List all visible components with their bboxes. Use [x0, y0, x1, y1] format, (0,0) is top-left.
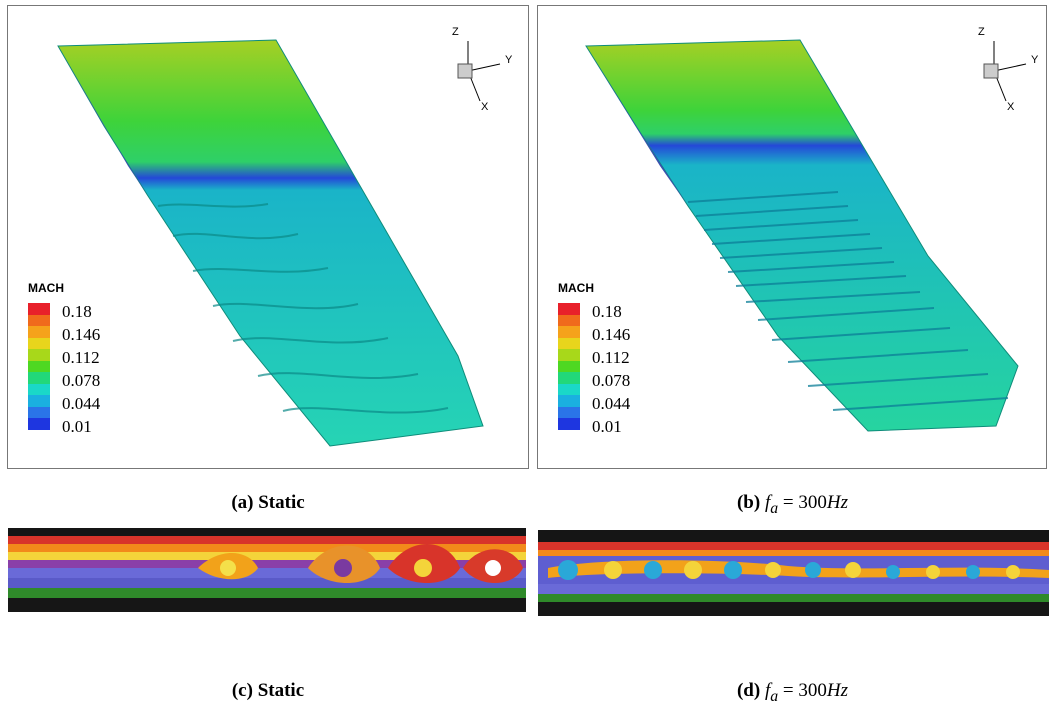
legend-swatch [28, 395, 50, 407]
legend-title: MACH [28, 281, 64, 295]
legend-swatch [558, 326, 580, 338]
panel-a-vortex-texture [157, 203, 449, 414]
caption-d-unit: Hz [826, 680, 849, 701]
legend-swatch [28, 314, 50, 327]
legend-swatch [28, 303, 50, 315]
panel-d-vortex-shapes [548, 560, 1049, 580]
caption-d-var: f [764, 680, 771, 701]
caption-a: (a) Static [0, 492, 536, 514]
legend-swatch [28, 383, 50, 396]
legend-swatch [28, 372, 50, 384]
legend-swatch [28, 406, 50, 419]
legend-swatch [558, 360, 580, 373]
legend-swatch [558, 349, 580, 361]
legend-label: 0.078 [62, 371, 101, 390]
axis-x-label: X [1007, 101, 1015, 113]
legend-label: 0.146 [592, 325, 631, 344]
panel-b-roller-vortices [687, 191, 1009, 411]
axis-y-label: Y [505, 54, 513, 66]
panel-b-actuated: Z Y X MACH 0.18 0.146 0.112 0.078 0.044 … [537, 5, 1047, 469]
legend-swatch [558, 418, 580, 430]
caption-c-text: Static [257, 680, 305, 701]
legend-swatch [28, 326, 50, 338]
caption-d-sub: a [770, 687, 779, 705]
legend-label: 0.044 [62, 394, 101, 413]
axis-y-label: Y [1031, 54, 1039, 66]
legend-title: MACH [558, 281, 594, 295]
legend-swatch [558, 303, 580, 315]
panel-d-slice-actuated [538, 528, 1049, 628]
caption-c-letter: (c) [231, 680, 253, 701]
caption-a-letter: (a) [231, 492, 254, 513]
caption-b-letter: (b) [736, 492, 761, 513]
caption-b-eq: = 300 [778, 492, 827, 513]
legend-swatch [28, 349, 50, 361]
axis-z-label: Z [978, 26, 985, 38]
panel-a-static: Z Y X MACH 0.18 0.146 0.112 0.078 0.044 … [7, 5, 529, 469]
legend-label: 0.146 [62, 325, 101, 344]
panel-b-isosurface [585, 39, 1019, 432]
legend-label: 0.18 [592, 302, 622, 321]
panel-d-image [538, 530, 1049, 616]
legend-swatch [558, 337, 580, 350]
caption-d: (d) fa = 300Hz [536, 680, 1049, 706]
axis-x-label: X [481, 101, 489, 113]
caption-c: (c) Static [0, 680, 536, 702]
legend-label: 0.078 [592, 371, 631, 390]
axis-z-label: Z [452, 26, 459, 38]
caption-d-letter: (d) [736, 680, 761, 701]
legend-swatch [558, 314, 580, 327]
caption-b: (b) fa = 300Hz [536, 492, 1049, 518]
legend-swatch [558, 406, 580, 419]
caption-b-sub: a [770, 499, 779, 517]
panel-c-slice-static [8, 528, 530, 628]
caption-a-text: Static [258, 492, 305, 513]
legend-label: 0.18 [62, 302, 92, 321]
caption-b-unit: Hz [826, 492, 849, 513]
caption-b-var: f [764, 492, 771, 513]
legend-swatch [28, 418, 50, 430]
panel-c-vortex-shapes [198, 544, 523, 583]
legend-label: 0.044 [592, 394, 631, 413]
legend-swatch [28, 360, 50, 373]
legend-label: 0.01 [592, 417, 622, 436]
legend-label: 0.112 [62, 348, 100, 367]
panel-c-image [8, 528, 526, 612]
legend-label: 0.01 [62, 417, 92, 436]
caption-d-eq: = 300 [778, 680, 827, 701]
legend-swatch [28, 337, 50, 350]
panel-a-isosurface [57, 39, 484, 447]
legend-swatch [558, 372, 580, 384]
legend-label: 0.112 [592, 348, 630, 367]
legend-swatch [558, 395, 580, 407]
legend-swatch [558, 383, 580, 396]
